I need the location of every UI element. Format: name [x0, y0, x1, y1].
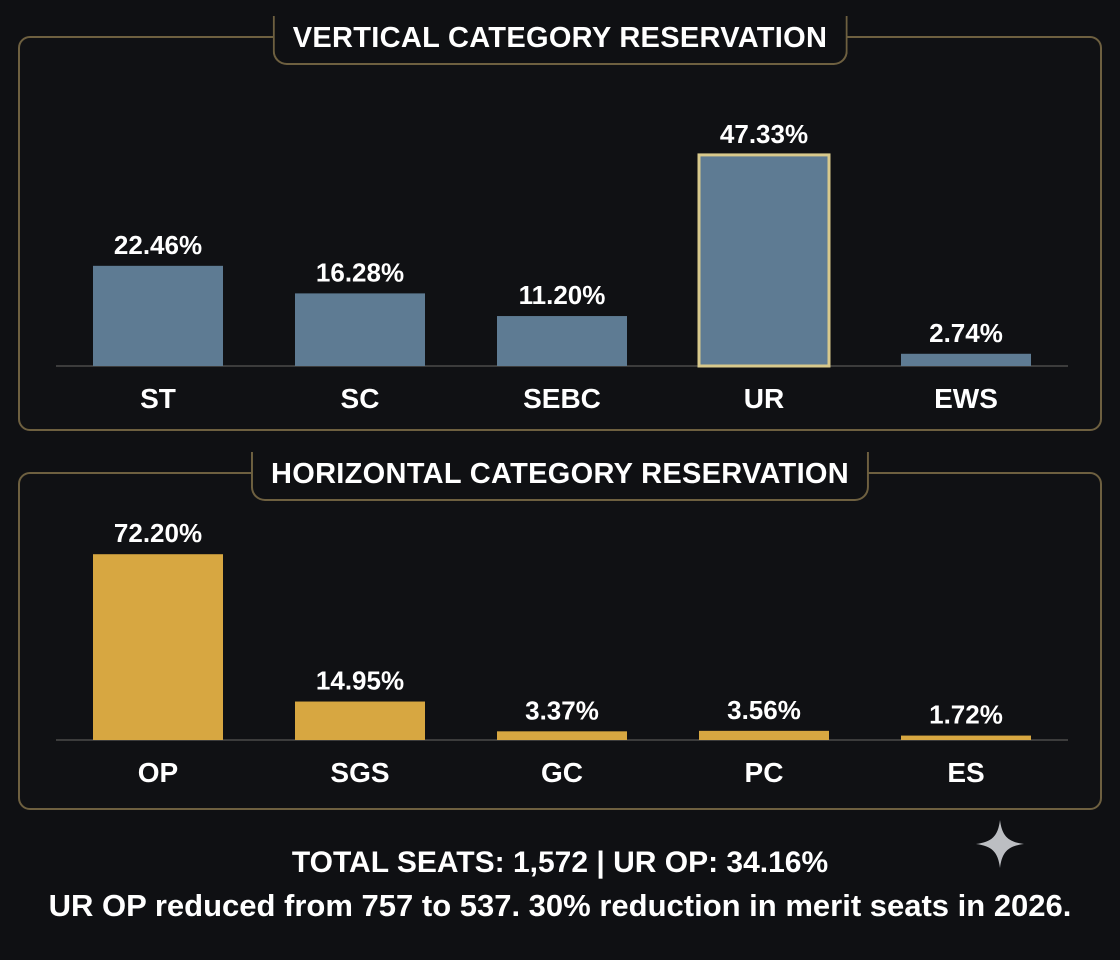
category-label-sebc: SEBC [523, 383, 601, 414]
total-seats-summary: TOTAL SEATS: 1,572 | UR OP: 34.16% [291, 846, 829, 879]
value-label-sc: 16.28% [316, 257, 404, 287]
category-label-st: ST [140, 383, 176, 414]
bar-sgs [295, 701, 425, 740]
category-label-es: ES [947, 757, 984, 788]
bar-gc [497, 731, 627, 740]
bar-sebc [497, 316, 627, 366]
value-label-ews: 2.74% [929, 318, 1003, 348]
value-label-sebc: 11.20% [519, 280, 606, 310]
sparkle-icon [974, 818, 1026, 875]
bar-sc [295, 293, 425, 366]
category-label-sgs: SGS [330, 757, 389, 788]
bar-st [93, 265, 223, 366]
category-label-ur: UR [744, 383, 784, 414]
bar-pc [699, 730, 829, 740]
horizontal-chart-title: HORIZONTAL CATEGORY RESERVATION [250, 452, 870, 501]
category-label-pc: PC [745, 757, 784, 788]
category-label-op: OP [138, 757, 178, 788]
value-label-pc: 3.56% [727, 695, 801, 725]
bar-es [901, 735, 1031, 740]
value-label-st: 22.46% [114, 230, 202, 260]
bar-ews [901, 353, 1031, 366]
value-label-sgs: 14.95% [316, 666, 404, 696]
merit-reduction-note: UR OP reduced from 757 to 537. 30% reduc… [48, 888, 1072, 923]
category-label-gc: GC [541, 757, 583, 788]
value-label-op: 72.20% [114, 518, 202, 548]
value-label-ur: 47.33% [720, 119, 808, 149]
vertical-chart-title: VERTICAL CATEGORY RESERVATION [272, 16, 848, 65]
category-label-sc: SC [341, 383, 380, 414]
bar-op [93, 554, 223, 740]
value-label-gc: 3.37% [525, 695, 599, 725]
value-label-es: 1.72% [929, 700, 1003, 730]
category-label-ews: EWS [934, 383, 998, 414]
bar-ur [697, 153, 831, 368]
